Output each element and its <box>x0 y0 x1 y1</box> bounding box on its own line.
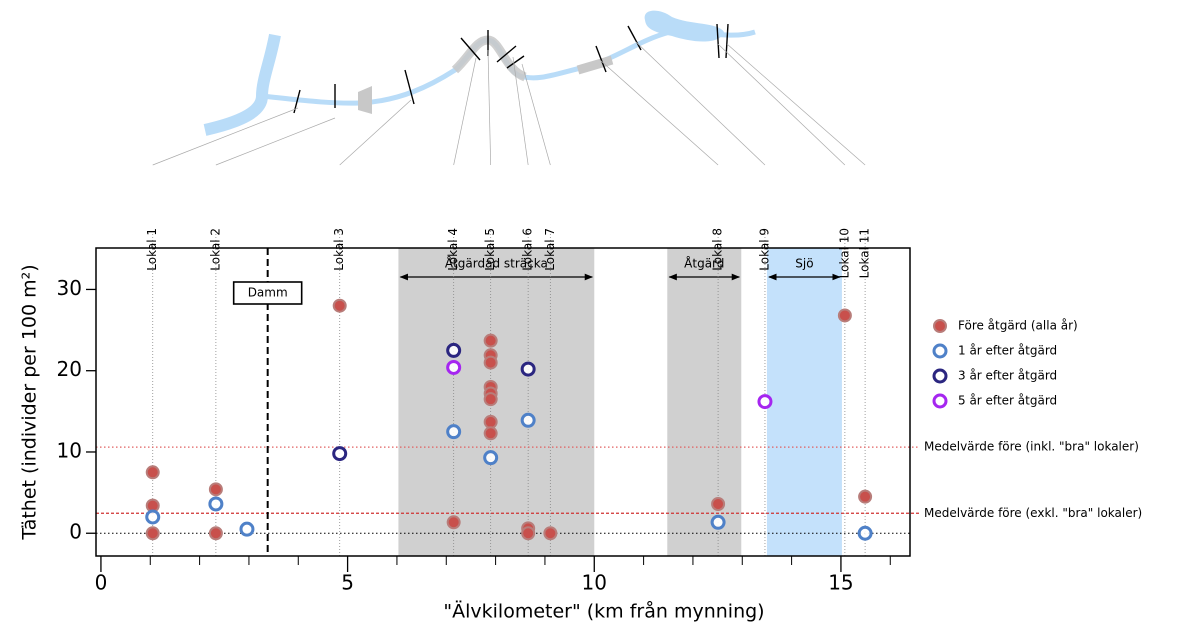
site-label: Lokal 8 <box>711 228 725 271</box>
point <box>520 361 536 377</box>
point <box>145 526 160 541</box>
site-connector <box>599 59 719 166</box>
tributary <box>203 33 281 136</box>
legend-marker <box>933 319 947 333</box>
x-tick-label: 10 <box>582 571 607 595</box>
point <box>208 482 223 497</box>
point <box>483 355 498 370</box>
legend-marker <box>932 343 948 359</box>
legend-label: 3 år efter åtgärd <box>958 369 1057 383</box>
point <box>857 525 873 541</box>
point <box>332 298 347 313</box>
point <box>483 426 498 441</box>
site-connector <box>717 43 846 166</box>
point <box>208 526 223 541</box>
y-tick-label: 0 <box>69 520 82 544</box>
point <box>521 526 536 541</box>
legend-label: 1 år efter åtgärd <box>958 344 1057 358</box>
legend-marker <box>932 368 948 384</box>
site-connector <box>215 117 336 166</box>
dam-shape <box>358 86 372 114</box>
point <box>710 514 726 530</box>
point <box>483 414 498 429</box>
point <box>332 446 348 462</box>
restored-reach <box>451 35 528 82</box>
region-label: Sjö <box>795 257 813 271</box>
site-mark <box>404 69 415 105</box>
site-connector <box>453 57 477 166</box>
site-connector <box>521 63 551 166</box>
region <box>667 248 742 556</box>
site-label: Lokal 10 <box>837 228 851 278</box>
point <box>757 394 773 410</box>
point <box>145 465 160 480</box>
point <box>446 342 462 358</box>
site-connector <box>339 99 412 166</box>
site-label: Lokal 7 <box>543 228 557 271</box>
point <box>711 496 726 511</box>
site-connector <box>635 41 766 166</box>
plot-frame <box>95 247 911 557</box>
point <box>837 308 852 323</box>
site-connector <box>152 107 299 166</box>
site-label: Lokal 6 <box>521 228 535 271</box>
x-tick-label: 5 <box>341 571 354 595</box>
legend-label: Före åtgärd (alla år) <box>958 319 1078 333</box>
legend-label: 5 år efter åtgärd <box>958 394 1057 408</box>
x-tick-label: 0 <box>95 571 108 595</box>
site-mark <box>506 55 525 69</box>
y-tick-label: 30 <box>57 276 82 300</box>
point <box>858 489 873 504</box>
site-label: Lokal 4 <box>446 228 460 271</box>
site-label: Lokal 5 <box>483 228 497 271</box>
region-label: Åtgärdad sträcka <box>445 256 548 271</box>
site-label: Lokal 2 <box>208 228 222 271</box>
site-connector <box>487 49 492 166</box>
river-illustration <box>203 10 756 136</box>
y-tick-label: 10 <box>57 438 82 462</box>
site-label: Lokal 9 <box>757 228 771 271</box>
site-mark <box>595 45 607 73</box>
y-axis-label: Täthet (individer per 100 m²) <box>19 264 41 540</box>
legend-marker <box>932 393 948 409</box>
mean-label: Medelvärde före (inkl. "bra" lokaler) <box>924 440 1139 454</box>
y-tick-label: 20 <box>57 357 82 381</box>
lake <box>644 10 724 42</box>
point <box>446 424 462 440</box>
site-connector <box>512 56 529 166</box>
site-mark <box>496 45 517 63</box>
point <box>208 496 224 512</box>
point <box>483 450 499 466</box>
point <box>239 521 255 537</box>
point <box>446 359 462 375</box>
site-mark <box>460 37 481 61</box>
site-connector <box>726 43 866 166</box>
point <box>446 515 461 530</box>
site-mark <box>716 23 720 59</box>
x-tick-label: 15 <box>828 571 853 595</box>
site-label: Lokal 1 <box>145 228 159 271</box>
region <box>766 248 842 556</box>
site-label: Lokal 11 <box>858 228 872 278</box>
point <box>520 412 536 428</box>
point <box>483 333 498 348</box>
point <box>145 509 161 525</box>
point <box>483 392 498 407</box>
restored-reach <box>576 55 614 75</box>
site-mark <box>627 25 642 51</box>
mean-label: Medelvärde före (exkl. "bra" lokaler) <box>924 506 1142 520</box>
site-label: Lokal 3 <box>332 228 346 271</box>
dam-box <box>232 281 303 305</box>
dam-label: Damm <box>248 286 288 300</box>
x-axis-label: "Älvkilometer" (km från mynning) <box>443 600 764 623</box>
point <box>543 526 558 541</box>
region-label: Åtgärd <box>684 256 724 271</box>
site-marks <box>293 23 729 114</box>
